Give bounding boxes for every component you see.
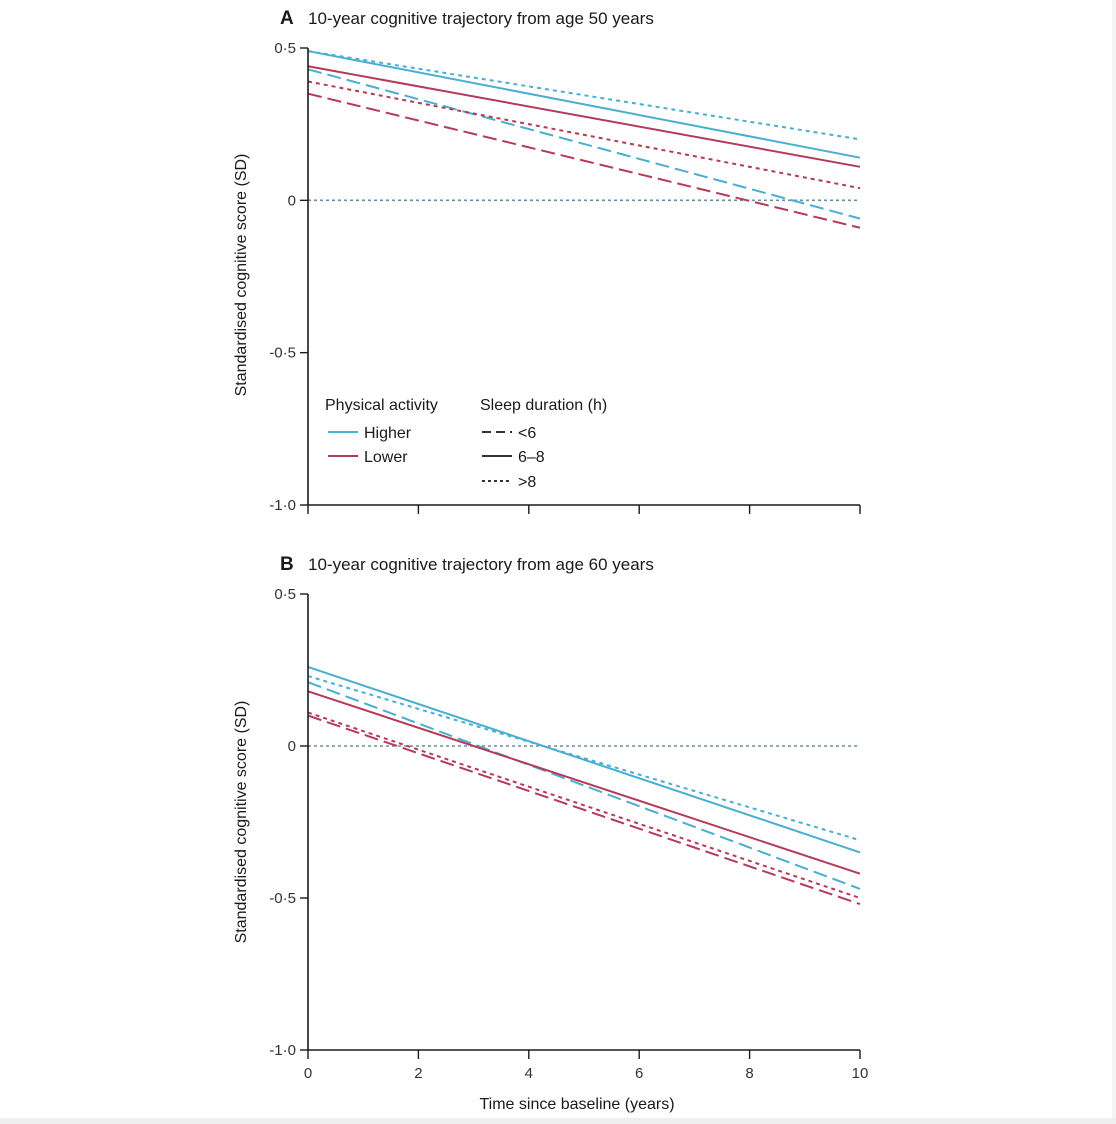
legend-lower-label: Lower <box>364 449 408 466</box>
panel-a-line-lower-sleep-6-8 <box>307 65 861 168</box>
panel-a-y-tick-label: -0·5 <box>269 345 296 362</box>
panel-a-line-higher-sleep-6-8 <box>307 50 861 159</box>
legend-sleep-lt6-label: <6 <box>518 425 536 442</box>
panel-b-x-tick-label: 2 <box>414 1065 422 1082</box>
panel-a-y-tick-label: 0 <box>288 192 296 209</box>
panel-b-x-tick-label: 6 <box>635 1065 643 1082</box>
panel-b-title: 10-year cognitive trajectory from age 60… <box>308 555 654 574</box>
panel-b-x-ticks: 0 2 4 6 8 10 <box>304 1050 869 1082</box>
panel-b-line-lower-sleep-6-8 <box>307 690 861 875</box>
page-edge-right <box>1112 0 1116 1118</box>
panel-b-y-tick-label: -0·5 <box>269 890 296 907</box>
panel-b-x-axis-title: Time since baseline (years) <box>479 1096 674 1113</box>
panel-b-line-lower-sleep-lt6 <box>307 714 861 906</box>
panel-b-line-higher-sleep-gt8 <box>307 675 861 842</box>
panel-a-y-axis-title: Standardised cognitive score (SD) <box>233 154 250 397</box>
panel-b-y-tick-label: 0·5 <box>274 586 296 603</box>
page-bottom-band <box>0 1118 1116 1124</box>
panel-a-line-higher-sleep-gt8 <box>307 50 861 141</box>
panel-a-y-tick-label: -1·0 <box>269 497 296 514</box>
legend: Physical activity Sleep duration (h) Hig… <box>325 397 607 491</box>
legend-sleep-gt8-label: >8 <box>518 474 536 491</box>
panel-b-line-higher-sleep-lt6 <box>307 681 861 890</box>
panel-b-x-tick-label: 4 <box>525 1065 533 1082</box>
panel-b-y-ticks: 0·5 0 -0·5 -1·0 <box>269 586 308 1059</box>
panel-a-title: 10-year cognitive trajectory from age 50… <box>308 9 654 28</box>
panel-b-x-tick-label: 0 <box>304 1065 312 1082</box>
panel-a-series <box>307 50 861 229</box>
panel-a-x-ticks <box>307 505 861 514</box>
panel-b-line-higher-sleep-6-8 <box>307 666 861 854</box>
panel-a: A 10-year cognitive trajectory from age … <box>233 8 861 514</box>
panel-b-y-tick-label: 0 <box>288 738 296 755</box>
panel-a-letter: A <box>280 8 294 29</box>
legend-sleep-title: Sleep duration (h) <box>480 397 607 414</box>
panel-a-y-ticks: 0·5 0 -0·5 -1·0 <box>269 40 308 514</box>
panel-b-y-tick-label: -1·0 <box>269 1042 296 1059</box>
panel-b-letter: B <box>280 554 294 575</box>
panel-b-x-tick-label: 10 <box>852 1065 869 1082</box>
panel-b-x-tick-label: 8 <box>745 1065 753 1082</box>
legend-higher-label: Higher <box>364 425 412 442</box>
panel-b-line-lower-sleep-gt8 <box>307 711 861 899</box>
legend-activity-title: Physical activity <box>325 397 438 414</box>
panel-b: B 10-year cognitive trajectory from age … <box>233 554 868 1113</box>
panel-b-series <box>307 666 861 906</box>
panel-a-line-lower-sleep-gt8 <box>307 80 861 190</box>
panel-a-line-higher-sleep-lt6 <box>307 68 861 220</box>
panel-b-y-axis-title: Standardised cognitive score (SD) <box>233 701 250 944</box>
legend-sleep-6-8-label: 6–8 <box>518 449 545 466</box>
panel-a-y-tick-label: 0·5 <box>274 40 296 57</box>
panel-a-line-lower-sleep-lt6 <box>307 92 861 229</box>
